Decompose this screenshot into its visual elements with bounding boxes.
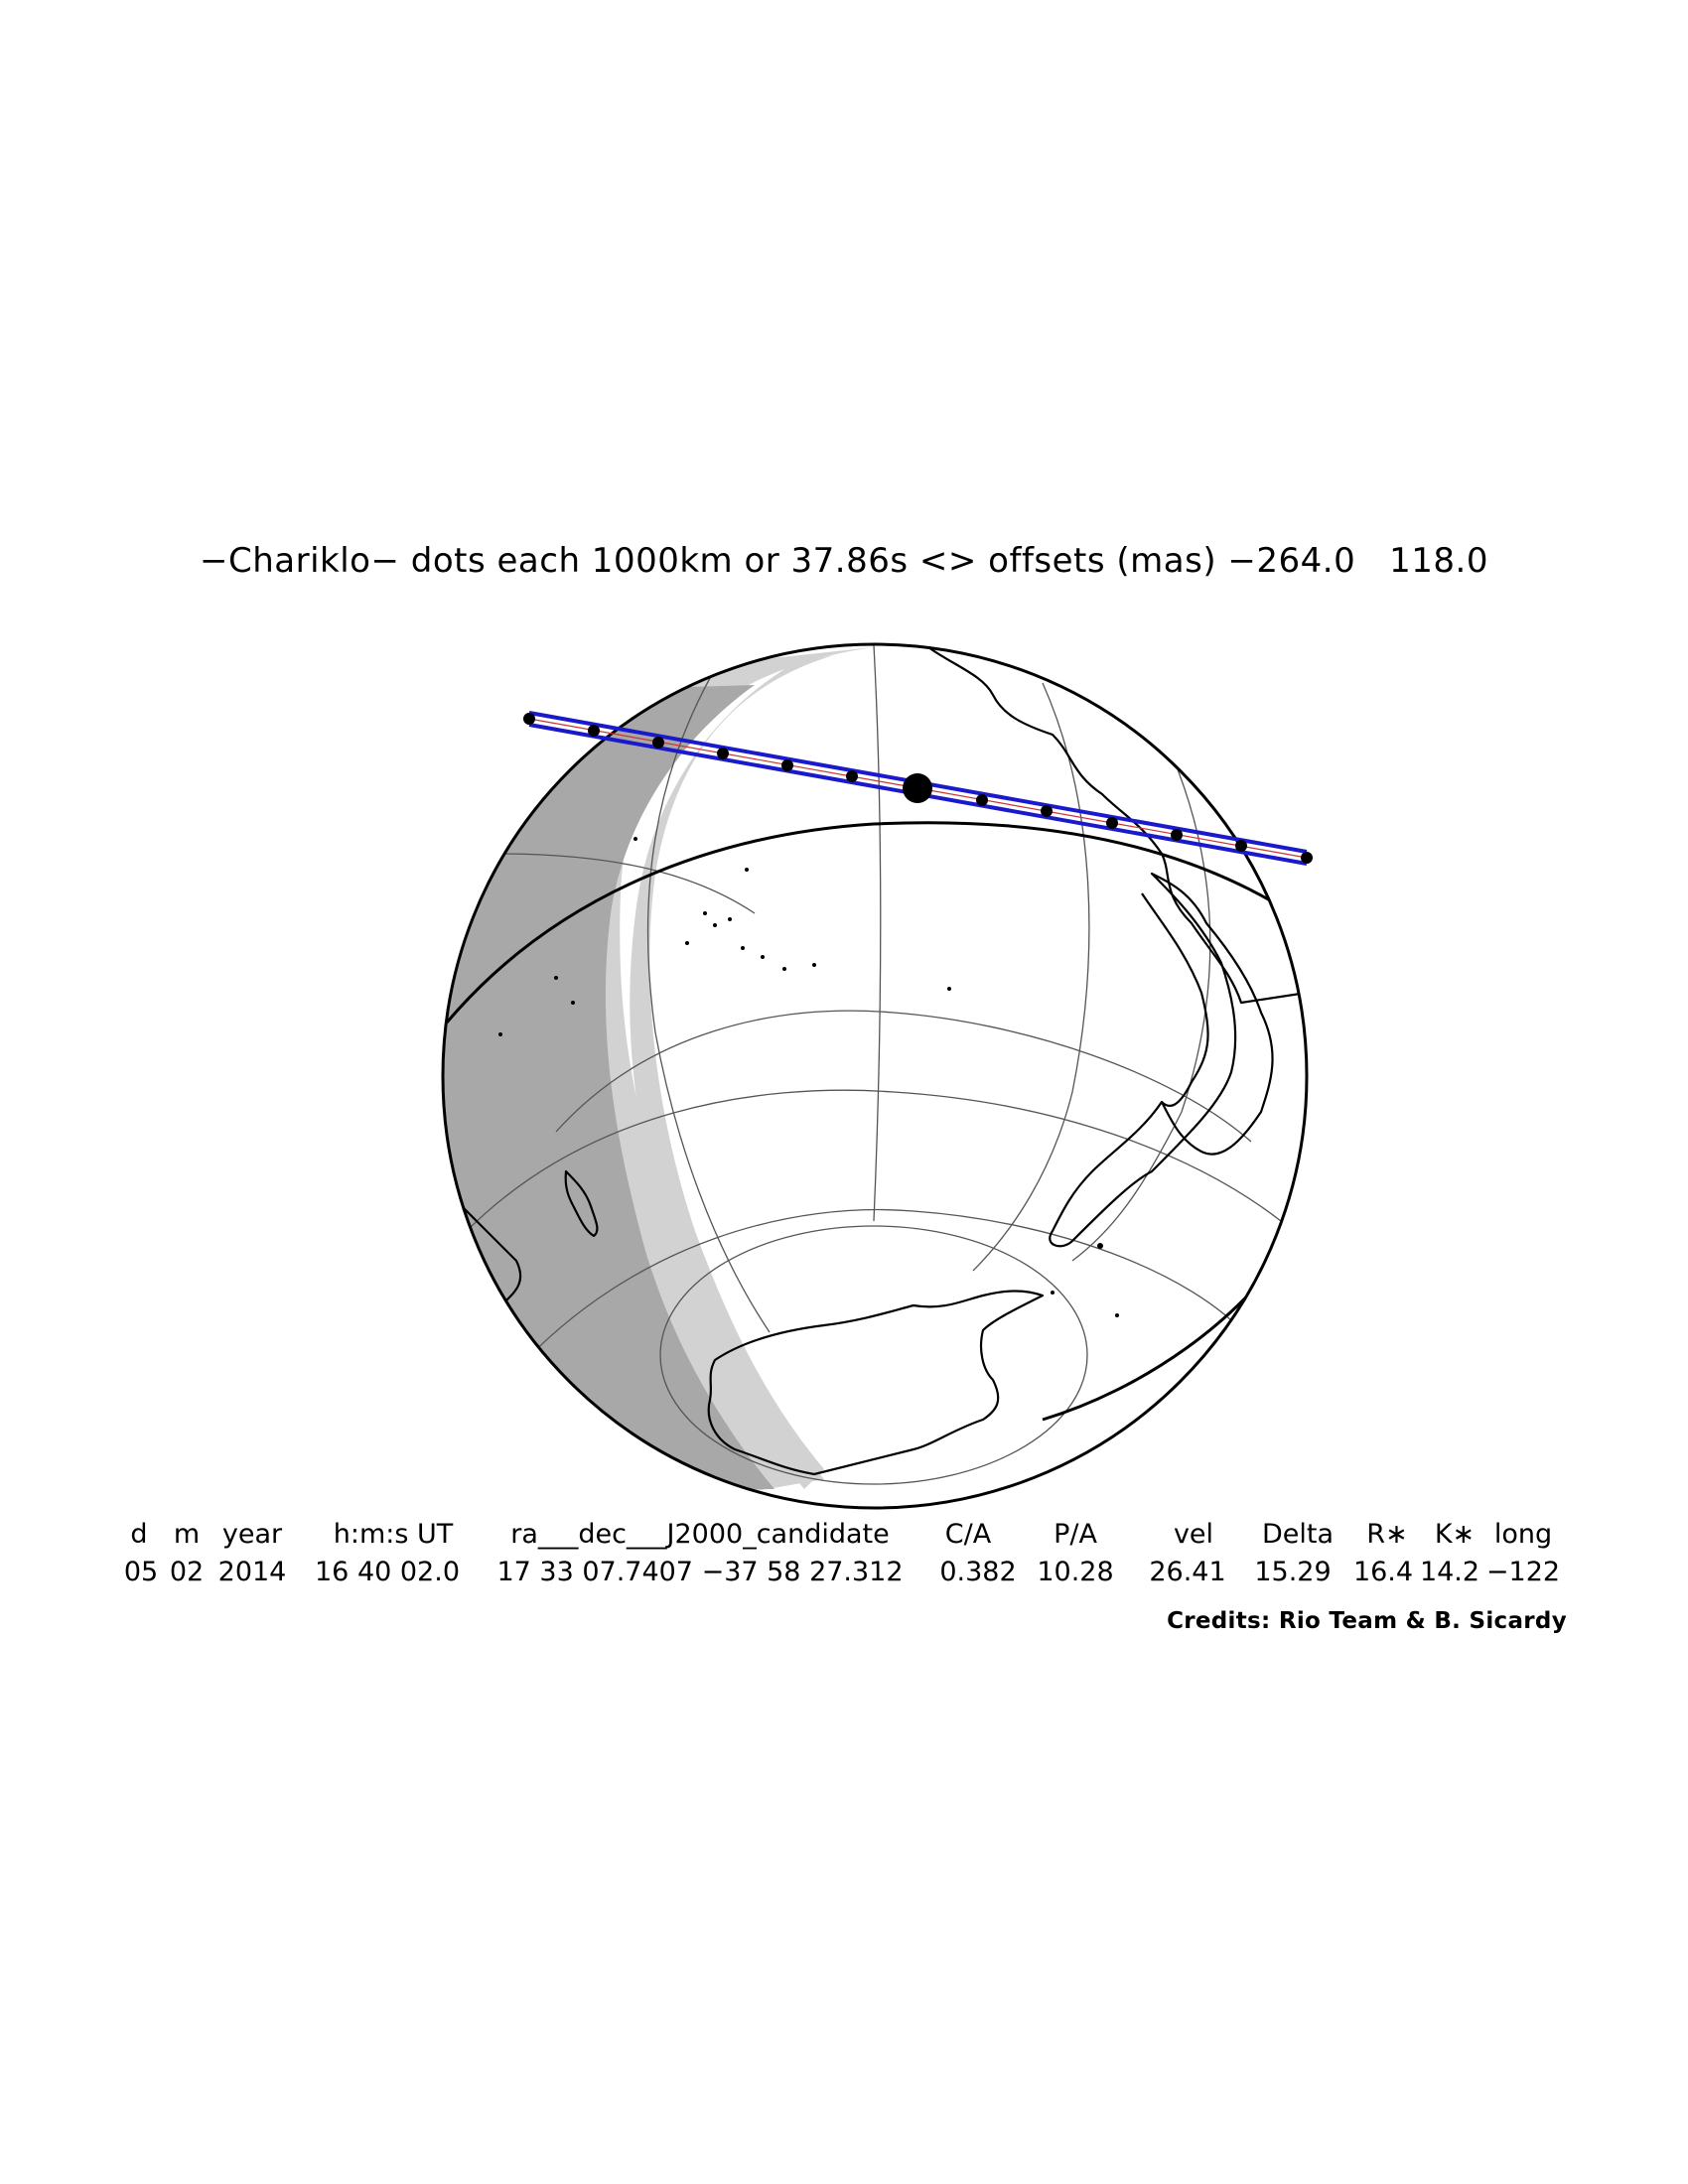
header-pa: P/A: [1054, 1519, 1097, 1550]
antarctica-outline: [707, 1290, 1045, 1476]
header-year: year: [221, 1519, 283, 1550]
time-dot: [652, 737, 664, 749]
table-header-row: d m year h:m:s UT ra___dec___J2000_candi…: [0, 62, 1552, 1550]
meridian-line: [972, 682, 1090, 1272]
meridian-line: [646, 668, 771, 1333]
header-d: d: [130, 1519, 148, 1550]
value-time: 16 40 02.0: [315, 1557, 460, 1587]
time-dot: [1235, 840, 1247, 852]
value-pa: 10.28: [1037, 1557, 1114, 1587]
time-dot: [588, 725, 600, 737]
header-ca: C/A: [944, 1519, 992, 1550]
parallel-line: [466, 1089, 1282, 1232]
time-dot: [1301, 852, 1313, 864]
header-time: h:m:s UT: [333, 1519, 454, 1550]
header-long: long: [1493, 1519, 1553, 1550]
pacific-islands: [498, 837, 1119, 1317]
header-coordinates: ra___dec___J2000_candidate: [510, 1519, 890, 1550]
earth-limb: [441, 642, 1309, 1510]
time-dot: [781, 759, 793, 771]
value-d: 05: [123, 1557, 159, 1587]
time-dot: [1041, 805, 1053, 817]
chart-title: −Chariklo− dots each 1000km or 37.86s <>…: [200, 541, 1488, 581]
parallel-line: [495, 853, 756, 914]
value-k-mag: 14.2: [1419, 1557, 1480, 1587]
time-dot: [1171, 829, 1183, 841]
graticule: [466, 644, 1282, 1485]
value-delta: 15.29: [1254, 1557, 1332, 1587]
header-r-mag: R∗: [1366, 1519, 1408, 1550]
time-dot: [976, 794, 988, 806]
meridian-line: [873, 644, 882, 1222]
credits: Credits: Rio Team & B. Sicardy: [1167, 1608, 1567, 1634]
value-year: 2014: [217, 1557, 287, 1587]
header-k-mag: K∗: [1434, 1519, 1476, 1550]
value-vel: 26.41: [1149, 1557, 1226, 1587]
value-coordinates: 17 33 07.7407 −37 58 27.312: [496, 1557, 904, 1587]
header-delta: Delta: [1261, 1519, 1335, 1550]
time-dot: [717, 748, 729, 759]
meridian-line: [1071, 753, 1211, 1262]
night-zone: [443, 685, 774, 1489]
time-dots: [523, 713, 1313, 864]
time-dot: [523, 713, 535, 725]
time-dot: [1106, 817, 1118, 829]
header-m: m: [173, 1519, 201, 1550]
parallel-line: [555, 1010, 1252, 1143]
closest-approach-dot: [903, 773, 932, 803]
header-vel: vel: [1173, 1519, 1214, 1550]
south-america-outline: [1049, 872, 1274, 1248]
value-ca: 0.382: [939, 1557, 1017, 1587]
value-long: −122: [1485, 1557, 1561, 1587]
parallel-line: [515, 1208, 1252, 1371]
polar-circle: [659, 1225, 1088, 1485]
night-shading: [443, 647, 874, 1508]
value-r-mag: 16.4: [1352, 1557, 1414, 1587]
table-value-row: 05 02 2014 16 40 02.0 17 33 07.7407 −37 …: [0, 554, 1560, 1587]
time-dot: [846, 770, 858, 782]
event-table: d m year h:m:s UT ra___dec___J2000_candi…: [0, 0, 1560, 1587]
value-m: 02: [169, 1557, 205, 1587]
new-zealand-outline: [564, 1169, 599, 1238]
